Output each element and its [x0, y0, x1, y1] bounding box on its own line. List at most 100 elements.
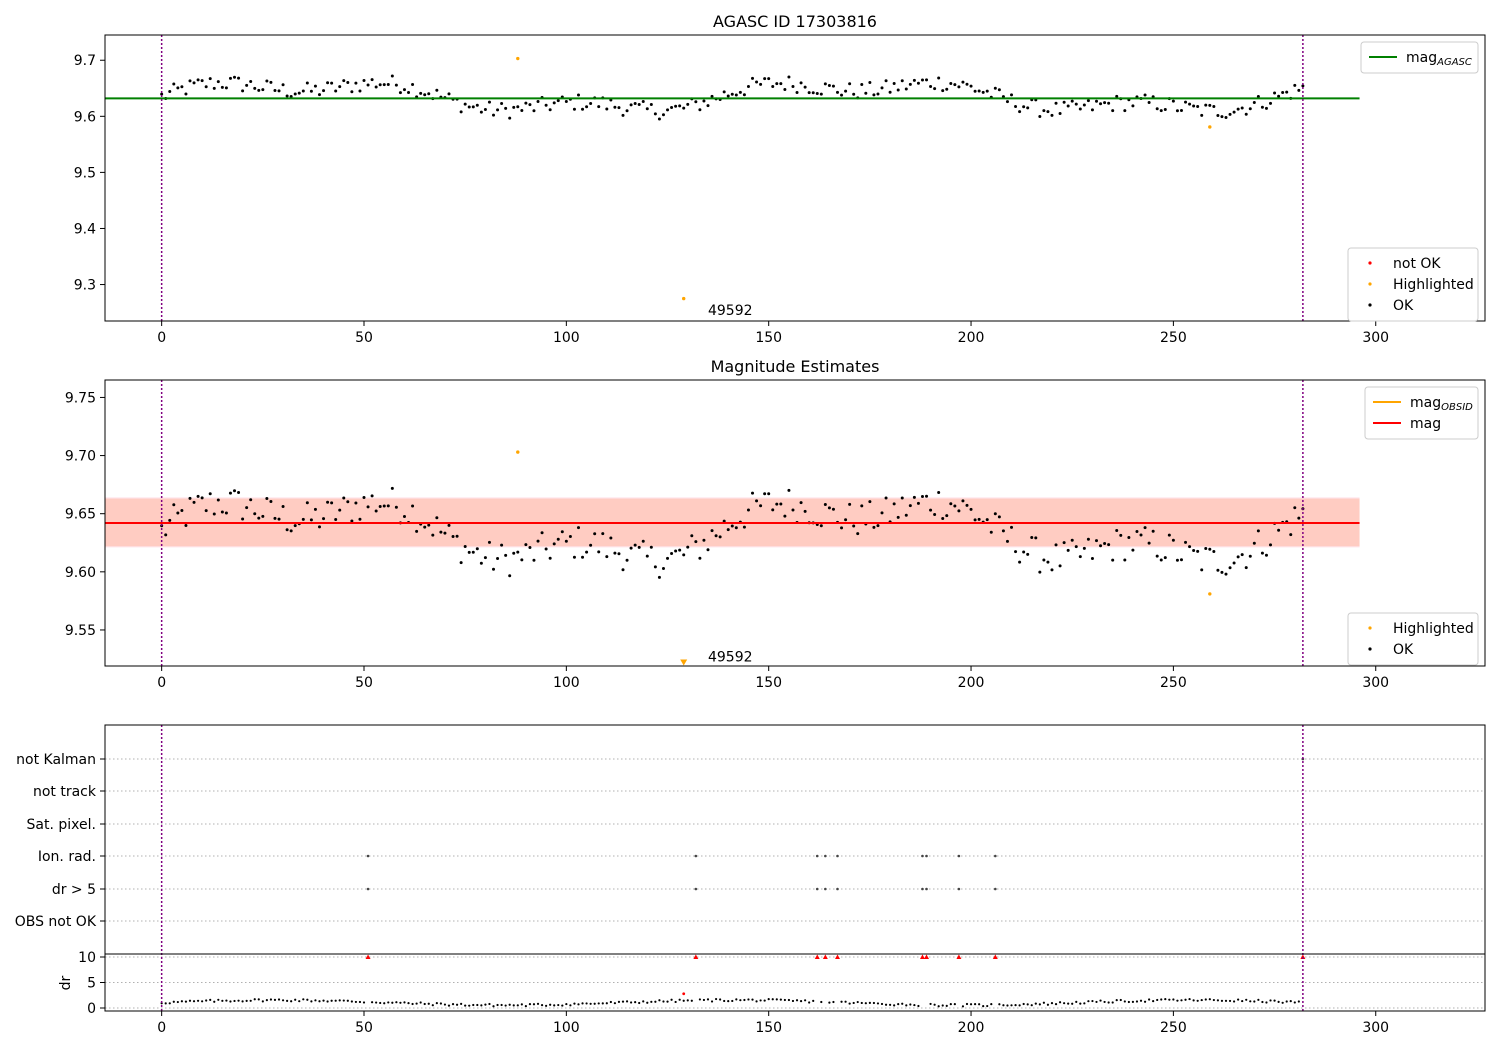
ok-point [1119, 534, 1122, 537]
flag-point [816, 855, 819, 858]
ok-point [848, 503, 851, 506]
dr-point [840, 1001, 842, 1003]
dr-point [699, 998, 701, 1000]
magnitude-figure: AGASC ID 17303816 0 50 100 150 200 250 3009.39… [0, 0, 1500, 1050]
ok-point [642, 100, 645, 103]
dr-point [1269, 999, 1271, 1001]
dr-point [1063, 1002, 1065, 1004]
ok-point [622, 568, 625, 571]
ok-point [427, 92, 430, 95]
dr-point [998, 1003, 1000, 1005]
dr-point [1014, 1004, 1016, 1006]
dr-point [1144, 1001, 1146, 1003]
ok-point [759, 83, 762, 86]
ok-point [367, 83, 370, 86]
ok-point [500, 102, 503, 105]
ok-point [387, 504, 390, 507]
dr-point [355, 1001, 357, 1003]
dr-point [1233, 1000, 1235, 1002]
ok-point [674, 105, 677, 108]
dr-point [1225, 1000, 1227, 1002]
dr-point [1197, 1000, 1199, 1002]
x-tick-label: 50 [355, 675, 373, 691]
ok-point [1208, 104, 1211, 107]
ok-point [775, 82, 778, 85]
ok-point [905, 514, 908, 517]
ok-point [415, 530, 418, 533]
ok-point [439, 531, 442, 534]
ok-point [419, 92, 422, 95]
dr-point [764, 999, 766, 1001]
panel1-frame [105, 35, 1485, 321]
ok-point [998, 88, 1001, 91]
ok-point [949, 82, 952, 85]
dr-point [472, 1004, 474, 1006]
ok-point [528, 546, 531, 549]
ok-point [816, 92, 819, 95]
dr-point [942, 1004, 944, 1006]
ok-point [787, 76, 790, 79]
ok-point [237, 491, 240, 494]
ok-point [597, 105, 600, 108]
ok-point [330, 82, 333, 85]
ok-point [553, 101, 556, 104]
ok-point [363, 79, 366, 82]
ok-point [176, 86, 179, 89]
ok-point [796, 91, 799, 94]
dr-point [403, 1001, 405, 1003]
ok-point [1277, 95, 1280, 98]
ok-point [1224, 116, 1227, 119]
ok-point [1253, 101, 1256, 104]
ok-point [893, 82, 896, 85]
dr-point [853, 1002, 855, 1004]
dr-point [379, 1002, 381, 1004]
ok-point [840, 94, 843, 97]
ok-point [1273, 91, 1276, 94]
ok-point [868, 81, 871, 84]
ok-point [885, 79, 888, 82]
ok-point [253, 87, 256, 90]
dr-point [966, 1003, 968, 1005]
dr-point [820, 1001, 822, 1003]
ok-point [354, 502, 357, 505]
ok-point [1164, 556, 1167, 559]
ok-point [395, 84, 398, 87]
ok-point [1229, 566, 1232, 569]
ok-point [1200, 114, 1203, 117]
ok-point [1095, 100, 1098, 103]
dr-point [318, 1000, 320, 1002]
dr-point [395, 1001, 397, 1003]
ok-point [605, 107, 608, 110]
ok-point [804, 510, 807, 513]
ok-point [1285, 91, 1288, 94]
ok-point [573, 108, 576, 111]
ok-point [358, 89, 361, 92]
dr-point [687, 999, 689, 1001]
ok-point [597, 550, 600, 553]
dr-point [416, 1002, 418, 1004]
dr-point [537, 1003, 539, 1005]
ok-point [176, 511, 179, 514]
ok-point [1216, 114, 1219, 117]
dr-point [622, 1001, 624, 1003]
ok-point [261, 515, 264, 518]
ok-point [771, 508, 774, 511]
ok-point [1265, 107, 1268, 110]
dr-point [1241, 1000, 1243, 1002]
dr-axis-label: dr [58, 975, 74, 990]
dr-point [747, 998, 749, 1000]
dr-point [565, 1003, 567, 1005]
ok-point [1010, 526, 1013, 529]
dr-point [938, 1005, 940, 1007]
dr-point [375, 1001, 377, 1003]
dr-point [646, 1002, 648, 1004]
ok-point [1212, 550, 1215, 553]
ok-point [334, 90, 337, 93]
dr-point [343, 999, 345, 1001]
dr-point [857, 1001, 859, 1003]
ok-point [731, 524, 734, 527]
ok-point [1059, 564, 1062, 567]
ok-point [221, 86, 224, 89]
ok-point [354, 82, 357, 85]
ok-point [646, 555, 649, 558]
